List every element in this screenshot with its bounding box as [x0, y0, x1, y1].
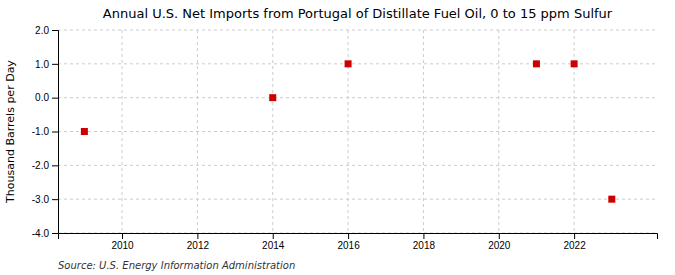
tick-label: 2012 [187, 240, 210, 251]
grid-line [58, 30, 657, 31]
title: Annual U.S. Net Imports from Portugal of… [103, 6, 613, 21]
point [533, 60, 540, 67]
plot-area: 2010 2012 2014 2016 2018 2020 2022 -4.0 -3.0 -2.0… [32, 25, 658, 251]
grid-line [58, 97, 657, 98]
tick: 2012 [187, 233, 210, 251]
point [269, 94, 276, 101]
point [345, 60, 352, 67]
tick: 2010 [111, 233, 134, 251]
tick-label: 0.0 [35, 92, 49, 103]
tick-label: 2018 [413, 240, 436, 251]
axis-line [52, 31, 59, 234]
tick-mark [122, 233, 123, 239]
tick-label: -1.0 [32, 126, 50, 137]
tick-mark [52, 30, 58, 31]
tick: -2.0 [32, 160, 58, 171]
x-axis: 2010 2012 2014 2016 2018 2020 2022 [59, 233, 658, 251]
tick-mark [499, 233, 500, 239]
tick-label: 1.0 [35, 59, 49, 70]
tick: 2022 [563, 233, 586, 251]
tick-mark [197, 233, 198, 239]
grid-line [58, 165, 657, 166]
tick-mark [423, 233, 424, 239]
grid-line [272, 30, 273, 233]
grid-line [498, 30, 499, 233]
tick-mark [273, 233, 274, 239]
tick: 2014 [262, 233, 285, 251]
tick-label: 2020 [488, 240, 511, 251]
tick: -4.0 [32, 228, 58, 239]
tick-label: 2014 [262, 240, 285, 251]
grid-line [423, 30, 424, 233]
tick-mark [52, 233, 58, 234]
tick: 2.0 [35, 25, 58, 36]
tick: 2016 [337, 233, 360, 251]
tick-label: -3.0 [32, 194, 50, 205]
point [571, 60, 578, 67]
axis-line [59, 234, 658, 240]
grid [58, 30, 657, 233]
tick: 2020 [488, 233, 511, 251]
tick-mark [52, 165, 58, 166]
points [81, 60, 615, 202]
grid-line [58, 131, 657, 132]
grid-line [58, 63, 657, 64]
chart: 2010 2012 2014 2016 2018 2020 2022 -4.0 -3.0 -2.0… [0, 0, 675, 275]
tick-label: -4.0 [32, 228, 50, 239]
y-axis-title: Thousand Barrels per Day [4, 60, 17, 204]
point [608, 196, 615, 203]
tick-mark [52, 98, 58, 99]
tick-mark [52, 64, 58, 65]
tick-label: 2016 [337, 240, 360, 251]
tick-label: -2.0 [32, 160, 50, 171]
tick-mark [574, 233, 575, 239]
tick-mark [348, 233, 349, 239]
grid-line [122, 30, 123, 233]
grid-line [197, 30, 198, 233]
grid-line [58, 199, 657, 200]
tick: -3.0 [32, 194, 58, 205]
y-axis: -4.0 -3.0 -2.0 -1.0 0.0 1.0 2.0 [32, 25, 59, 239]
tick-label: 2010 [111, 240, 134, 251]
tick-label: 2022 [563, 240, 586, 251]
tick: -1.0 [32, 126, 58, 137]
tick: 2018 [413, 233, 436, 251]
tick-label: 2.0 [35, 25, 49, 36]
tick-mark [52, 199, 58, 200]
tick: 1.0 [35, 59, 58, 70]
tick: 0.0 [35, 92, 58, 103]
source-note: Source: U.S. Energy Information Administ… [58, 260, 295, 271]
point [81, 128, 88, 135]
tick-mark [52, 132, 58, 133]
